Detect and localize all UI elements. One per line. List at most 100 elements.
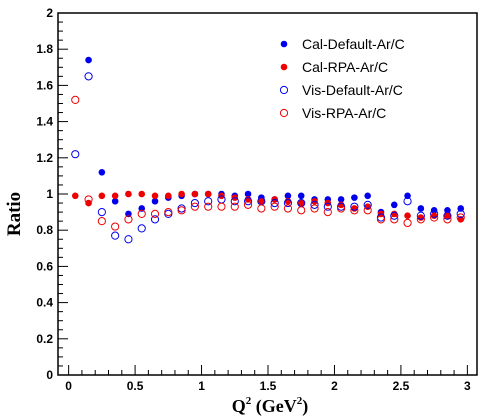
data-point xyxy=(243,200,253,209)
y-tick-label: 0.6 xyxy=(36,259,53,273)
data-point xyxy=(138,205,146,212)
legend-marker xyxy=(279,85,289,95)
legend-entry: Vis-Default-Ar/C xyxy=(302,82,403,98)
series-Cal-Default-Ar/C xyxy=(85,56,465,218)
x-tick-label: 2 xyxy=(331,379,338,393)
data-point xyxy=(177,206,186,215)
data-point xyxy=(456,209,465,219)
data-point xyxy=(351,194,358,201)
data-point xyxy=(257,204,266,213)
series-Vis-RPA-Ar/C xyxy=(71,95,465,231)
data-point xyxy=(443,215,452,224)
x-tick-label: 1.5 xyxy=(260,379,277,393)
data-point xyxy=(150,215,160,224)
data-point xyxy=(443,211,452,220)
data-point xyxy=(204,202,213,211)
data-point xyxy=(137,224,146,233)
data-point xyxy=(125,210,132,218)
data-point xyxy=(430,213,439,222)
y-tick-label: 0.4 xyxy=(36,296,53,310)
y-tick-label: 1.6 xyxy=(36,78,53,92)
data-point xyxy=(297,206,306,215)
data-point xyxy=(258,197,265,205)
data-point xyxy=(190,198,199,208)
data-point xyxy=(97,217,106,226)
data-point xyxy=(111,192,119,200)
x-tick-label: 3 xyxy=(464,379,471,393)
data-point xyxy=(376,215,386,224)
data-point xyxy=(84,72,93,81)
y-axis-label: Ratio xyxy=(4,192,25,236)
x-tick-label: 0 xyxy=(65,379,72,393)
data-point xyxy=(390,211,399,220)
data-point xyxy=(243,197,253,206)
data-point xyxy=(85,56,92,64)
data-point xyxy=(351,205,358,212)
data-point xyxy=(164,208,173,217)
data-point xyxy=(84,195,93,204)
data-point xyxy=(204,190,212,198)
data-point xyxy=(457,205,465,212)
data-point xyxy=(71,150,80,159)
data-point xyxy=(350,202,359,211)
y-tick-label: 1.2 xyxy=(36,151,53,165)
data-point xyxy=(71,95,80,104)
data-point xyxy=(430,212,438,220)
y-tick-label: 0.2 xyxy=(36,332,53,346)
data-point xyxy=(191,190,199,198)
data-point xyxy=(417,214,425,221)
y-tick-label: 1.4 xyxy=(36,115,53,129)
data-point xyxy=(416,215,425,224)
data-point xyxy=(456,213,465,222)
data-point xyxy=(244,190,252,198)
data-point xyxy=(98,192,106,200)
data-point xyxy=(111,197,119,205)
data-point xyxy=(403,197,412,206)
x-axis-ticks: 0 0.5 1 1.5 2 2.5 3 xyxy=(65,365,471,393)
data-point xyxy=(71,192,79,200)
y-tick-label: 2 xyxy=(46,6,53,20)
data-point xyxy=(270,198,279,208)
data-point xyxy=(165,192,172,200)
x-axis-label: Q2 (GeV2) xyxy=(232,395,309,417)
y-axis-ticks: 0 0.2 0.4 0.6 0.8 1 1.2 1.4 1.6 1.8 2 xyxy=(36,6,68,382)
data-point xyxy=(297,192,305,200)
data-point xyxy=(337,196,345,203)
data-point xyxy=(390,215,399,224)
data-point xyxy=(404,212,411,220)
legend-marker xyxy=(280,40,288,48)
data-point xyxy=(125,190,132,198)
data-point xyxy=(138,190,146,198)
data-point xyxy=(150,209,160,219)
series-Vis-Default-Ar/C xyxy=(71,72,465,244)
legend-marker xyxy=(279,108,289,118)
data-point xyxy=(217,202,226,211)
x-tick-label: 1 xyxy=(198,379,205,393)
data-point xyxy=(98,168,106,176)
x-tick-label: 2.5 xyxy=(393,379,410,393)
legend-marker xyxy=(280,63,288,71)
data-point xyxy=(137,209,146,219)
data-point xyxy=(416,211,425,220)
y-tick-label: 1.8 xyxy=(36,42,53,56)
data-point xyxy=(151,192,159,200)
data-point xyxy=(270,202,279,211)
data-point xyxy=(390,201,398,209)
data-point xyxy=(417,205,425,212)
legend-entry: Vis-RPA-Ar/C xyxy=(302,105,386,121)
data-point xyxy=(124,215,133,224)
data-markers xyxy=(71,56,465,244)
data-point xyxy=(310,200,319,209)
data-point xyxy=(444,206,451,214)
data-point xyxy=(178,190,185,198)
data-point xyxy=(111,222,120,231)
data-point xyxy=(323,202,332,211)
data-point xyxy=(430,209,439,219)
data-point xyxy=(97,208,106,217)
data-point xyxy=(363,200,372,209)
legend: Cal-Default-Ar/C Cal-RPA-Ar/C Vis-Default-… xyxy=(279,36,405,121)
data-point xyxy=(230,197,239,206)
data-point xyxy=(337,204,346,213)
y-tick-label: 1 xyxy=(46,187,53,201)
